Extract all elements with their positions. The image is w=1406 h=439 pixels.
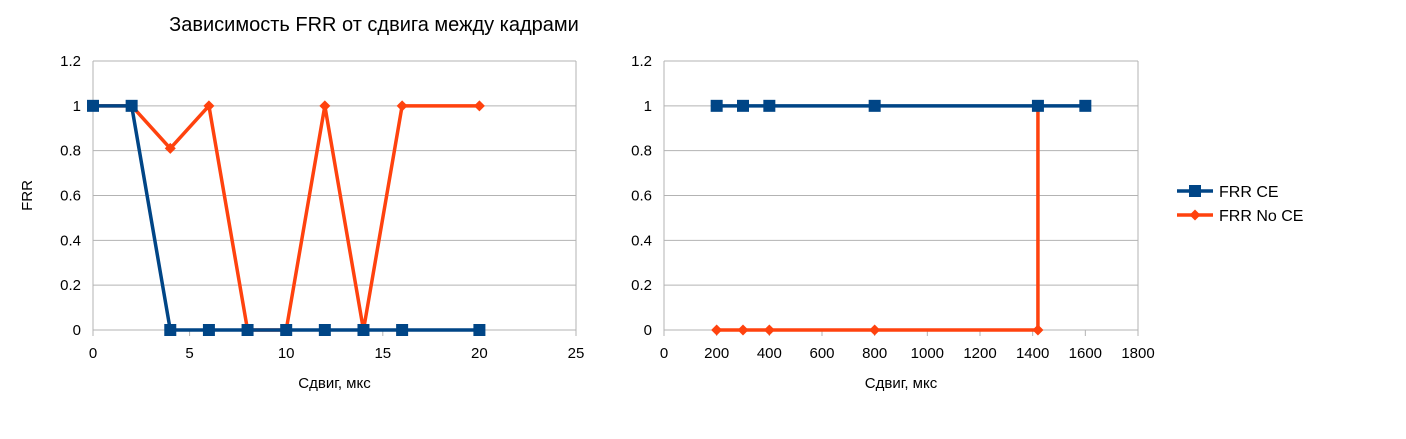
x-tick-label: 1400 <box>1016 345 1049 362</box>
data-point-square <box>280 324 293 336</box>
y-tick-label: 0.6 <box>631 188 652 205</box>
y-tick-label: 0.2 <box>60 277 81 294</box>
y-tick-label: 1 <box>73 98 81 115</box>
data-point-square <box>318 324 331 336</box>
y-tick-label: 0 <box>644 322 652 339</box>
data-point-square <box>202 324 215 336</box>
x-tick-label: 0 <box>89 345 97 362</box>
data-point-square <box>396 324 409 336</box>
y-tick-label: 1.2 <box>60 53 81 70</box>
legend-marker-diamond <box>1189 209 1201 221</box>
x-tick-label: 1600 <box>1069 345 1102 362</box>
y-tick-label: 1 <box>644 98 652 115</box>
data-point-diamond <box>711 324 723 336</box>
plot-2: 0 0.2 0.4 0.6 0.8 1 1.2 0 200 400 600 800 1000 1200 14… <box>631 53 1155 392</box>
x-tick-label: 200 <box>704 345 729 362</box>
x-tick-label: 600 <box>809 345 834 362</box>
data-point-diamond <box>473 100 485 112</box>
data-point-square <box>763 99 776 112</box>
x-tick-label: 10 <box>278 345 295 362</box>
y-axis-label: FRR <box>19 180 36 211</box>
y-tick-label: 1.2 <box>631 53 652 70</box>
chart-title: Зависимость FRR от сдвига между кадрами <box>169 14 579 36</box>
legend-marker-square <box>1189 185 1201 197</box>
data-point-square <box>241 324 254 336</box>
data-point-square <box>737 99 749 112</box>
data-point-square <box>868 99 881 112</box>
y-tick-label: 0.4 <box>60 232 81 249</box>
legend: FRR CE FRR No CE <box>1177 184 1303 225</box>
y-tick-label: 0.8 <box>631 143 652 160</box>
data-point-diamond <box>869 324 881 336</box>
data-point-square <box>87 99 99 112</box>
series-line <box>93 104 480 332</box>
y-tick-label: 0.6 <box>60 188 81 205</box>
data-point-square <box>1079 99 1092 112</box>
data-point-square <box>164 324 177 336</box>
legend-label: FRR No CE <box>1219 208 1303 225</box>
data-point-diamond <box>396 100 408 112</box>
x-tick-label: 5 <box>185 345 193 362</box>
data-point-diamond <box>737 324 749 336</box>
data-point-diamond <box>763 324 775 336</box>
data-point-square <box>125 99 138 112</box>
data-point-square <box>1031 99 1044 112</box>
x-tick-label: 1800 <box>1121 345 1154 362</box>
data-point-diamond <box>203 100 215 112</box>
x-tick-label: 20 <box>471 345 488 362</box>
legend-label: FRR CE <box>1219 184 1279 201</box>
x-axis-label: Сдвиг, мкс <box>298 375 371 392</box>
x-tick-label: 1000 <box>911 345 944 362</box>
x-tick-label: 800 <box>862 345 887 362</box>
y-tick-label: 0.2 <box>631 277 652 294</box>
data-point-diamond <box>1032 324 1044 336</box>
data-point-square <box>710 99 723 112</box>
data-point-diamond <box>164 142 176 154</box>
data-point-square <box>357 324 370 336</box>
y-tick-label: 0.4 <box>631 232 652 249</box>
x-axis-label: Сдвиг, мкс <box>865 375 938 392</box>
x-tick-label: 25 <box>568 345 585 362</box>
x-tick-label: 15 <box>374 345 391 362</box>
x-tick-label: 1200 <box>963 345 996 362</box>
y-tick-label: 0.8 <box>60 143 81 160</box>
x-tick-label: 0 <box>660 345 668 362</box>
y-tick-label: 0 <box>73 322 81 339</box>
data-point-square <box>473 324 486 336</box>
data-point-diamond <box>319 100 331 112</box>
x-tick-label: 400 <box>757 345 782 362</box>
series-line <box>716 105 1040 332</box>
plot-1: 0 0.2 0.4 0.6 0.8 1 1.2 0 5 10 15 20 25 Сдвиг, мкс FRR <box>19 53 584 392</box>
